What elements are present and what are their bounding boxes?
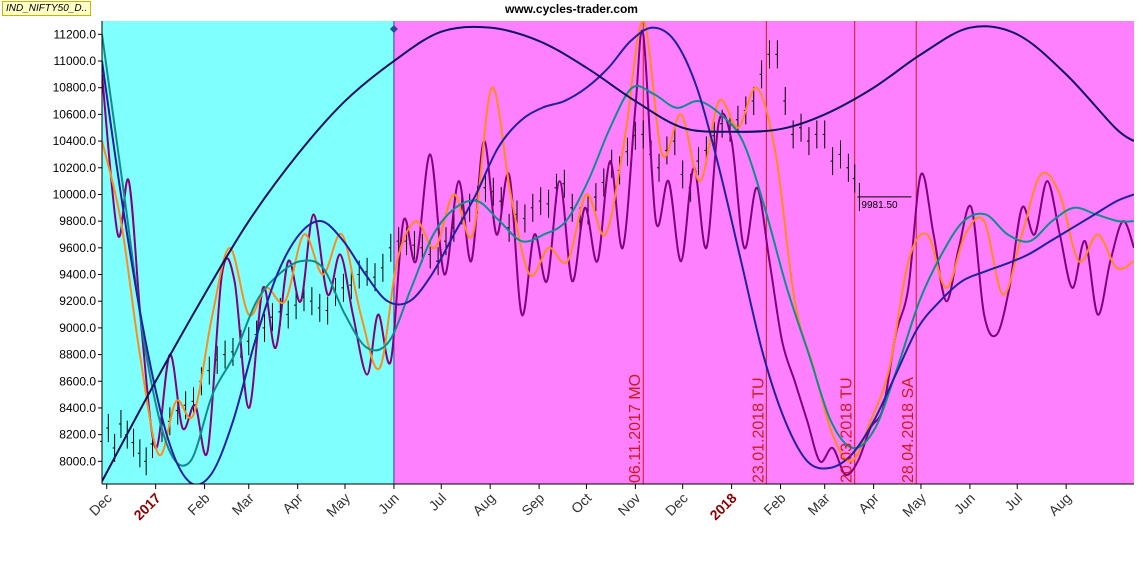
background-regions — [102, 21, 1134, 484]
symbol-label: IND_NIFTY50_D.. — [2, 1, 92, 16]
x-tick-label: 2018 — [706, 490, 739, 523]
series-line — [102, 25, 1134, 482]
x-tick-label: Apr — [279, 490, 306, 517]
y-tick-label: 8400.0 — [59, 401, 96, 415]
y-tick-label: 8800.0 — [59, 348, 96, 362]
x-tick-label: Sep — [518, 490, 547, 519]
y-tick-label: 8600.0 — [59, 374, 96, 388]
site-title: www.cycles-trader.com — [505, 2, 638, 16]
marker-label: 06.11.2017 MO — [627, 374, 644, 483]
x-tick-label: Jul — [425, 490, 449, 514]
x-tick-label: Mar — [804, 490, 833, 519]
y-tick-label: 9600.0 — [59, 241, 96, 255]
x-tick-label: Aug — [469, 490, 498, 519]
y-tick-label: 11000.0 — [54, 54, 97, 68]
x-tick-label: May — [323, 490, 353, 520]
x-tick-label: Feb — [184, 490, 213, 519]
x-tick-label: Jun — [951, 490, 978, 517]
divider-handle — [389, 25, 398, 33]
y-tick-label: 11200.0 — [54, 27, 97, 41]
y-tick-label: 9200.0 — [59, 294, 96, 308]
y-tick-label: 8000.0 — [59, 454, 96, 468]
background-region — [393, 21, 1134, 484]
y-tick-label: 8200.0 — [59, 428, 96, 442]
y-tick-label: 10000.0 — [53, 187, 97, 201]
axes — [101, 21, 1134, 485]
x-tick-label: Apr — [855, 490, 882, 517]
x-tick-label: Jun — [375, 490, 402, 517]
background-region — [102, 21, 394, 484]
x-tick-label: Dec — [86, 490, 115, 519]
grid — [98, 33, 1067, 489]
y-tick-label: 10600.0 — [53, 107, 97, 121]
x-tick-label: Feb — [760, 490, 789, 519]
y-tick-label: 10400.0 — [53, 134, 97, 148]
y-tick-label: 9800.0 — [59, 214, 96, 228]
x-tick-label: Oct — [568, 490, 595, 517]
y-tick-label: 9000.0 — [59, 321, 96, 335]
x-tick-label: Jul — [1001, 490, 1025, 514]
x-tick-label: Mar — [229, 490, 258, 519]
last-price-label: 9981.50 — [861, 200, 898, 211]
x-tick-label: May — [899, 490, 929, 520]
marker-label: 20.03.2018 TU — [839, 377, 856, 483]
annotations: 06.11.2017 MO 23.01.2018 TU 20.03.2018 TU 2… — [627, 196, 917, 483]
series-line — [102, 34, 1134, 467]
y-tick-label: 10200.0 — [53, 161, 97, 175]
x-tick-label: Nov — [615, 490, 644, 519]
cycle-series — [102, 21, 1134, 484]
marker-label: 23.01.2018 TU — [750, 377, 767, 483]
series-line — [102, 29, 1134, 477]
x-tick-label: 2017 — [130, 490, 163, 523]
series-line — [102, 26, 1134, 484]
price-bars — [100, 40, 860, 476]
x-tick-label: Dec — [662, 490, 691, 519]
y-tick-label: 9400.0 — [59, 268, 96, 282]
marker-label: 28.04.2018 SA — [900, 377, 917, 483]
y-tick-label: 10800.0 — [53, 81, 97, 95]
x-tick-label: Aug — [1045, 490, 1074, 519]
